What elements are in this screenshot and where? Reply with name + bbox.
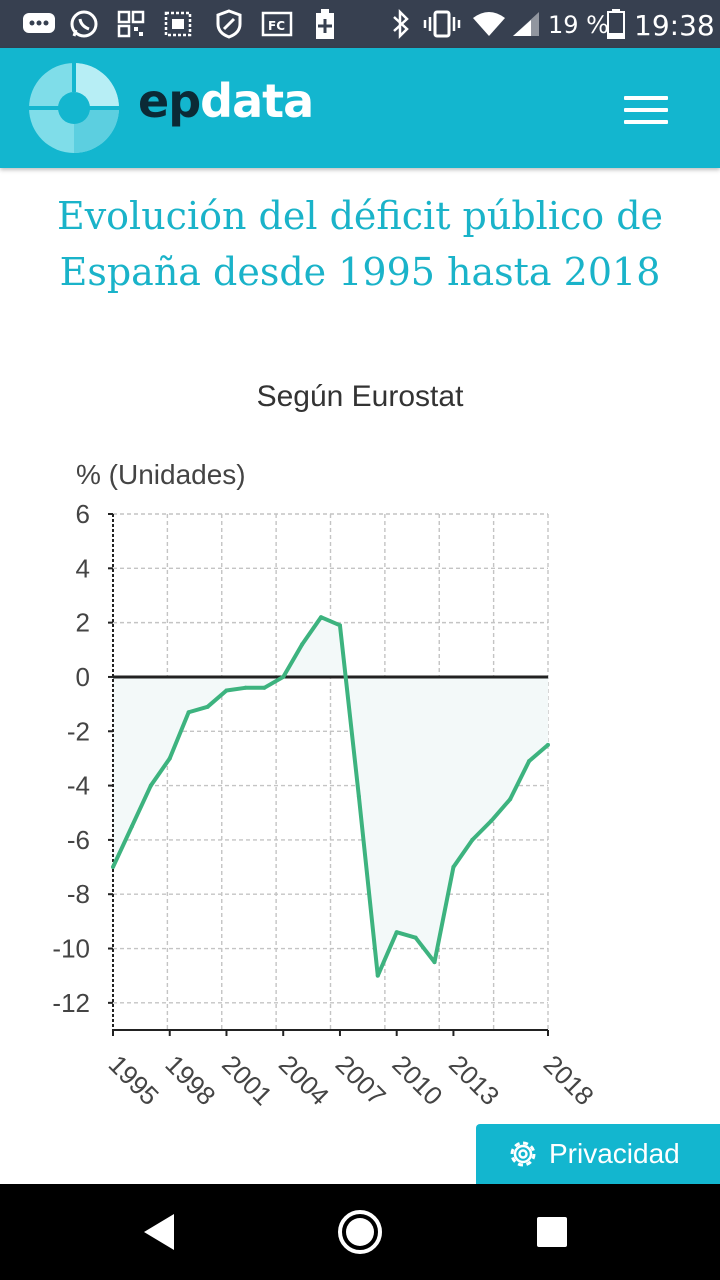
x-tick-label: 1995 [103,1049,165,1111]
clock: 19:38 [634,9,715,42]
svg-text:FC: FC [268,19,285,33]
whatsapp-icon [68,10,100,38]
y-tick-label: 4 [76,553,90,583]
x-tick-label: 2007 [330,1049,392,1111]
data-point [186,710,191,715]
data-point [224,688,229,693]
x-tick-label: 2004 [273,1049,335,1111]
data-point [300,642,305,647]
logo-text: epdata [138,74,314,128]
chart-axes [108,513,549,1036]
x-tick-label: 1998 [159,1049,221,1111]
block-icon [214,9,244,39]
x-tick-label: 2018 [538,1049,600,1111]
y-tick-labels: 6 4 2 0 -2 -4 -6 -8 -10 -12 [52,499,90,1018]
logo-data: data [200,74,314,128]
y-axis-label: % (Unidades) [76,459,246,490]
data-point [375,973,380,978]
logo-ep: ep [138,74,201,128]
gear-icon [510,1141,536,1167]
data-points [111,615,550,978]
deficit-area [113,617,548,976]
battery-plus-icon [314,9,336,39]
fc-icon: FC [260,10,294,38]
back-icon [144,1214,174,1250]
data-point [111,865,115,870]
page-title: Evolución del déficit público de España … [56,194,664,294]
privacy-button[interactable]: Privacidad [476,1124,720,1184]
data-point [527,759,532,764]
privacy-label: Privacidad [549,1138,680,1169]
wifi-icon [472,10,506,38]
y-tick-label: -6 [67,825,90,855]
y-tick-label: 6 [76,499,90,529]
chat-bubble-icon [22,10,56,38]
data-point [356,794,361,799]
signal-icon [510,10,542,38]
x-tick-label: 2001 [216,1049,278,1111]
bluetooth-icon [390,9,412,39]
x-tick-label: 2010 [386,1049,448,1111]
y-tick-label: 2 [76,608,90,638]
y-tick-label: -2 [67,716,90,746]
data-point [470,837,475,842]
app-bar: epdata [0,48,720,168]
back-button[interactable] [132,1204,188,1260]
data-point [432,960,437,965]
data-point [281,674,286,679]
data-point [167,756,172,761]
data-point [508,797,513,802]
data-point [129,824,134,829]
recents-button[interactable] [524,1204,580,1260]
data-point [489,818,494,823]
y-tick-label: -4 [67,771,90,801]
data-point [243,685,248,690]
deficit-line [111,615,550,978]
recents-icon [537,1217,567,1247]
vibrate-icon [422,10,462,38]
data-point [262,685,267,690]
x-tick-label: 2013 [443,1049,505,1111]
menu-button[interactable] [616,94,676,126]
data-point [148,783,153,788]
epdata-logo[interactable] [28,62,120,154]
data-point [546,742,550,747]
battery-percent: 19 % [548,11,609,39]
logo-icon [28,62,120,153]
y-tick-label: -12 [52,988,90,1018]
image-icon [162,10,194,38]
navigation-bar [0,1184,720,1280]
y-tick-label: 0 [76,662,90,692]
page-subtitle: Según Eurostat [256,380,464,413]
battery-icon [606,9,626,39]
data-point [337,623,342,628]
data-point [413,935,418,940]
status-bar: FC 19 % 19:38 [0,0,720,48]
home-button[interactable] [332,1204,388,1260]
data-point [205,704,210,709]
data-point [451,865,456,870]
data-point [319,615,324,620]
deficit-chart: % (Unidades) 6 4 2 0 -2 -4 -6 -8 -10 -12 19951998… [52,459,600,1111]
y-tick-label: -10 [52,934,90,964]
data-point [394,930,399,935]
home-icon [338,1210,382,1254]
y-tick-label: -8 [67,879,90,909]
qr-icon [116,10,146,38]
